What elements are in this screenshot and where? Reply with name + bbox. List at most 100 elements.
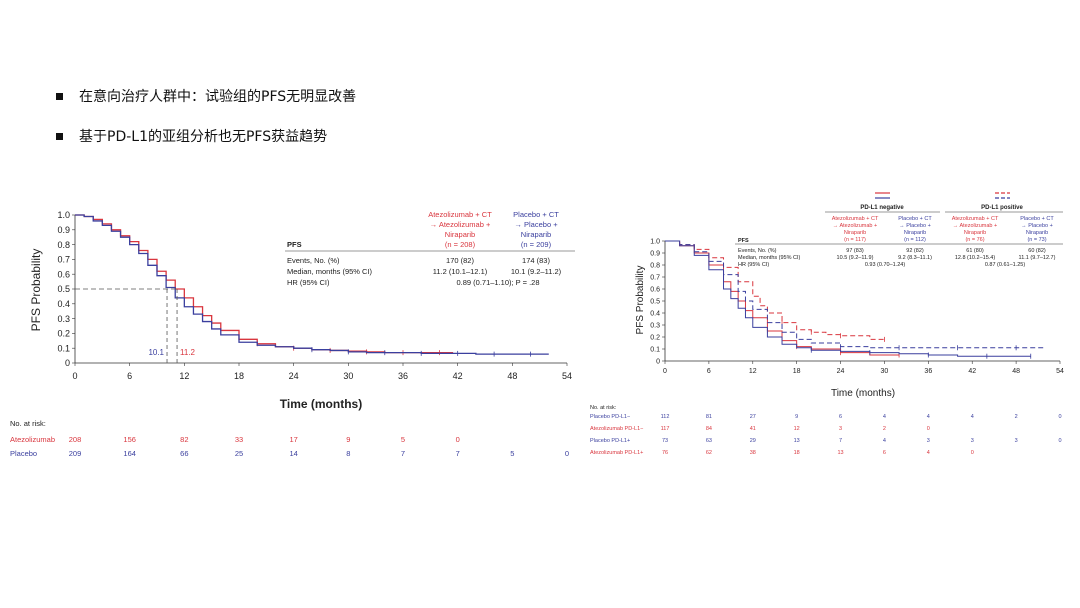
risk-value: 8 — [346, 449, 350, 458]
x-tick-label: 0 — [663, 368, 667, 375]
x-tick-label: 0 — [72, 371, 77, 381]
left-risk-table: No. at risk: Atezolizumab 208 156 82 33 17 9 5 0… — [10, 419, 569, 458]
risk-value: 5 — [510, 449, 514, 458]
risk-value: 9 — [795, 414, 798, 420]
rt-median-2: 9.2 (8.3–11.1) — [898, 255, 932, 261]
risk-value: 112 — [661, 414, 670, 420]
col-a-pos-4: (n = 76) — [965, 237, 984, 243]
risk-value: 63 — [706, 438, 712, 444]
risk-row-label: Placebo PD-L1+ — [590, 438, 630, 444]
risk-value: 6 — [839, 414, 842, 420]
y-tick-label: 0.7 — [57, 255, 70, 265]
risk-value: 17 — [289, 435, 297, 444]
risk-value: 81 — [706, 414, 712, 420]
rt-header: PFS — [738, 238, 749, 244]
legend-placebo-line4: (n = 209) — [521, 240, 552, 249]
col-p-pos-1: Placebo + CT — [1020, 216, 1054, 222]
x-tick-label: 54 — [1056, 368, 1064, 375]
km-curve-placebo — [75, 214, 549, 355]
y-tick-label: 0.7 — [650, 274, 660, 281]
y-tick-label: 0.1 — [650, 346, 660, 353]
risk-value: 25 — [235, 449, 243, 458]
risk-value: 2 — [1015, 414, 1018, 420]
y-tick-label: 0.4 — [57, 299, 70, 309]
risk-value: 156 — [123, 435, 136, 444]
risk-value: 2 — [883, 426, 886, 432]
risk-value: 3 — [927, 438, 930, 444]
y-tick-label: 0.6 — [57, 269, 70, 279]
risk-value: 3 — [971, 438, 974, 444]
legend-placebo-line3: Niraparib — [521, 230, 551, 239]
risk-title: No. at risk: — [10, 419, 46, 428]
y-tick-label: 0.5 — [650, 298, 660, 305]
col-a-neg-3: Niraparib — [844, 230, 866, 236]
y-tick-label: 0.2 — [650, 334, 660, 341]
y-tick-label: 0.3 — [57, 314, 70, 324]
risk-value: 14 — [289, 449, 297, 458]
y-tick-label: 0.3 — [650, 322, 660, 329]
col-p-neg-3: Niraparib — [904, 230, 926, 236]
risk-value: 7 — [401, 449, 405, 458]
col-a-pos-2: → Atezolizumab + — [953, 223, 997, 229]
y-tick-label: 1.0 — [650, 238, 660, 245]
km-curve-placebo_pos — [665, 240, 1046, 349]
y-axis-label: PFS Probability — [29, 249, 43, 332]
y-tick-label: 0.8 — [57, 240, 70, 250]
table-median-atezo: 11.2 (10.1–12.1) — [433, 267, 488, 276]
risk-value: 0 — [1058, 438, 1061, 444]
risk-value: 5 — [401, 435, 405, 444]
risk-value: 6 — [883, 450, 886, 456]
x-tick-label: 42 — [453, 371, 463, 381]
col-a-pos-1: Atezolizumab + CT — [952, 216, 999, 222]
table-events-label: Events, No. (%) — [287, 256, 340, 265]
risk-value: 62 — [706, 450, 712, 456]
group-neg-label: PD-L1 negative — [860, 205, 904, 211]
col-p-neg-2: → Placebo + — [899, 223, 931, 229]
km-curve-placebo_neg — [665, 240, 1031, 357]
risk-value: 33 — [235, 435, 243, 444]
x-tick-label: 36 — [398, 371, 408, 381]
risk-value: 0 — [971, 450, 974, 456]
bullet-list: 在意向治疗人群中：试验组的PFS无明显改善 基于PD-L1的亚组分析也无PFS获… — [56, 84, 356, 164]
col-a-neg-4: (n = 117) — [844, 237, 866, 243]
table-hr-label: HR (95% CI) — [287, 278, 330, 287]
group-pos-label: PD-L1 positive — [981, 205, 1023, 211]
risk-value: 13 — [794, 438, 800, 444]
risk-value: 27 — [750, 414, 756, 420]
col-p-pos-4: (n = 73) — [1027, 237, 1046, 243]
km-curve-atezo — [75, 214, 454, 354]
rt-median-3: 12.8 (10.2–15.4) — [955, 255, 996, 261]
right-km-chart: PD-L1 negative PD-L1 positive Atezolizum… — [635, 192, 1064, 399]
km-curve-atezo_neg — [665, 240, 900, 356]
y-tick-label: 0 — [656, 358, 660, 365]
square-bullet-icon — [56, 92, 63, 100]
x-tick-label: 12 — [179, 371, 189, 381]
y-axis-label: PFS Probability — [635, 266, 646, 335]
rt-hr-neg: 0.93 (0.70–1.24) — [865, 262, 906, 268]
risk-value: 38 — [750, 450, 756, 456]
rt-events-1: 97 (83) — [846, 248, 864, 254]
rt-hr-label: HR (95% CI) — [738, 262, 769, 268]
x-tick-label: 42 — [968, 368, 976, 375]
y-tick-label: 0.2 — [57, 329, 70, 339]
risk-value: 29 — [750, 438, 756, 444]
risk-value: 18 — [794, 450, 800, 456]
bullet-text: 基于PD-L1的亚组分析也无PFS获益趋势 — [79, 129, 328, 145]
table-header: PFS — [287, 240, 302, 249]
risk-value: 12 — [794, 426, 800, 432]
x-tick-label: 24 — [837, 368, 845, 375]
col-a-pos-3: Niraparib — [964, 230, 986, 236]
col-a-neg-2: → Atezolizumab + — [833, 223, 877, 229]
risk-row-label: Atezolizumab — [10, 435, 55, 444]
x-tick-label: 18 — [793, 368, 801, 375]
risk-value: 66 — [180, 449, 188, 458]
risk-value: 7 — [839, 438, 842, 444]
x-tick-label: 30 — [881, 368, 889, 375]
rt-events-label: Events, No. (%) — [738, 248, 777, 254]
col-p-pos-3: Niraparib — [1026, 230, 1048, 236]
risk-value: 41 — [750, 426, 756, 432]
risk-row-label: Atezolizumab PD-L1− — [590, 426, 643, 432]
median-label-atezo: 11.2 — [180, 348, 196, 357]
rt-events-2: 92 (82) — [906, 248, 924, 254]
legend-atezo-line1: Atezolizumab + CT — [428, 210, 492, 219]
